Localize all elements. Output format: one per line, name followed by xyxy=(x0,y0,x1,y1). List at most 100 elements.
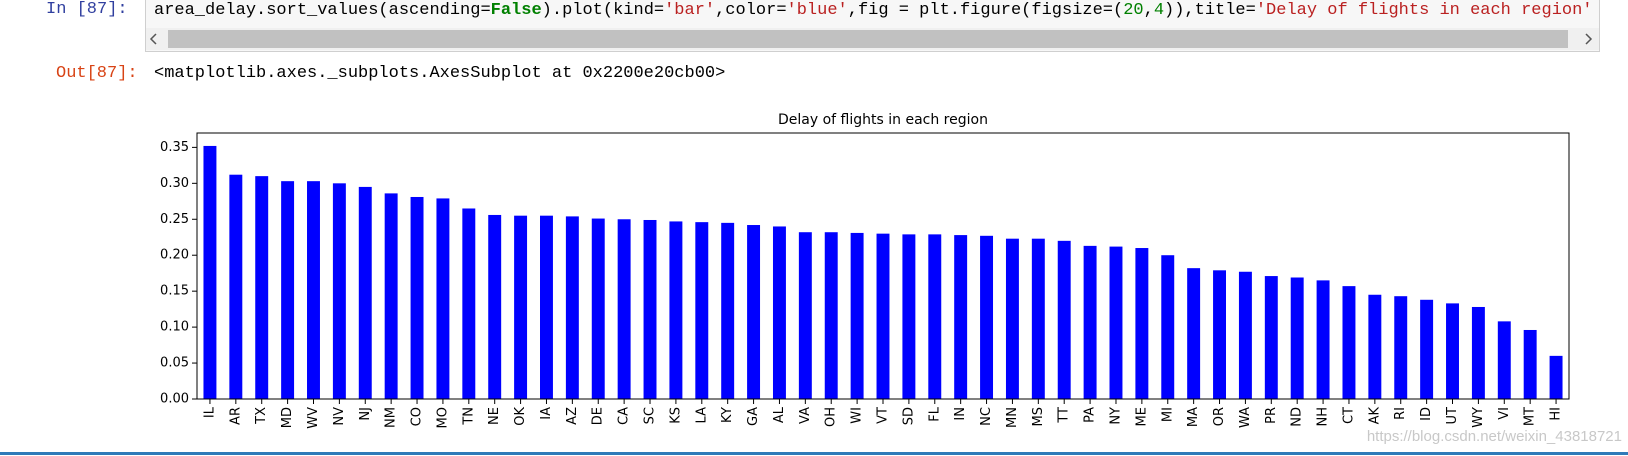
y-tick-label: 0.30 xyxy=(160,176,189,191)
x-tick-label: VT xyxy=(876,407,891,424)
code-token: False xyxy=(490,1,542,20)
bar xyxy=(928,234,942,399)
bar xyxy=(540,215,553,399)
x-tick-label: VA xyxy=(798,407,813,424)
bar xyxy=(643,219,657,399)
bar xyxy=(1031,238,1045,399)
y-tick-label: 0.35 xyxy=(160,140,189,155)
bar xyxy=(1446,303,1459,399)
x-tick-label: CT xyxy=(1341,407,1356,424)
bar xyxy=(203,145,217,399)
bar xyxy=(1135,248,1149,399)
code-line: area_delay.sort_values(ascending=False).… xyxy=(154,1,1593,20)
bar xyxy=(617,219,631,399)
bar xyxy=(384,193,398,399)
x-tick-label: TN xyxy=(461,407,476,426)
input-prompt: In [87]: xyxy=(46,0,128,19)
x-tick-label: ME xyxy=(1134,407,1149,426)
x-tick-label: MO xyxy=(435,407,450,428)
bar xyxy=(1316,280,1330,399)
code-token: 20 xyxy=(1123,1,1144,20)
bar xyxy=(514,215,528,399)
scroll-arrows xyxy=(149,33,1593,45)
x-tick-label: NY xyxy=(1108,407,1123,425)
code-token: 'bar' xyxy=(664,1,716,20)
bar xyxy=(591,218,605,399)
bar xyxy=(1213,270,1226,399)
code-token: ,fig = plt.figure(figsize=( xyxy=(847,1,1124,20)
x-tick-label: NC xyxy=(979,407,994,426)
y-tick-label: 0.15 xyxy=(160,284,189,299)
bar xyxy=(1161,255,1175,399)
bar xyxy=(1005,238,1019,399)
x-tick-label: NH xyxy=(1316,407,1331,427)
bar xyxy=(721,222,735,399)
bar xyxy=(902,234,916,399)
bar xyxy=(1523,329,1537,399)
bar xyxy=(1057,240,1071,399)
bar xyxy=(695,222,709,399)
x-tick-label: HI xyxy=(1549,407,1564,421)
x-tick-label: AZ xyxy=(565,407,580,425)
y-tick-label: 0.05 xyxy=(160,356,189,371)
x-tick-label: VI xyxy=(1497,407,1512,420)
bar xyxy=(1471,306,1485,399)
scroll-left-arrow[interactable] xyxy=(149,33,157,45)
bar xyxy=(307,181,320,399)
bar xyxy=(1368,294,1382,399)
bar xyxy=(1083,245,1097,399)
bar xyxy=(1264,276,1278,399)
code-cell[interactable]: area_delay.sort_values(ascending=False).… xyxy=(145,0,1600,52)
x-tick-label: UT xyxy=(1445,407,1460,425)
x-tick-label: AR xyxy=(228,407,243,425)
x-tick-label: IN xyxy=(953,407,968,421)
x-tick-label: OH xyxy=(824,407,839,427)
x-tick-label: KY xyxy=(720,407,735,423)
x-tick-label: WI xyxy=(850,407,865,424)
x-tick-label: WV xyxy=(306,407,321,429)
bar xyxy=(1420,299,1434,399)
x-tick-label: CA xyxy=(617,407,632,425)
x-tick-label: MD xyxy=(280,407,295,428)
x-tick-label: TT xyxy=(1057,407,1072,424)
plot-frame xyxy=(196,132,1570,400)
bar xyxy=(954,235,968,399)
bar xyxy=(747,225,761,399)
output-text: <matplotlib.axes._subplots.AxesSubplot a… xyxy=(154,64,726,83)
x-tick-label: MS xyxy=(1031,407,1046,426)
y-tick-label: 0.00 xyxy=(160,392,189,407)
x-tick-label: LA xyxy=(694,407,709,424)
x-tick-label: GA xyxy=(746,407,761,426)
x-tick-label: KS xyxy=(668,407,683,424)
x-tick-label: WY xyxy=(1471,407,1486,428)
bar xyxy=(1394,296,1408,399)
x-tick-label: AL xyxy=(772,406,787,423)
bar xyxy=(876,233,890,399)
x-tick-label: IL xyxy=(202,406,217,418)
code-token: area_delay.sort_values(ascending= xyxy=(154,1,491,20)
watermark: https://blog.csdn.net/weixin_43818721 xyxy=(1366,428,1622,445)
x-tick-label: AK xyxy=(1367,407,1382,425)
cell-border xyxy=(0,452,1628,455)
x-tick-label: PA xyxy=(1083,407,1098,423)
x-tick-label: PR xyxy=(1264,407,1279,424)
scroll-thumb[interactable] xyxy=(168,30,1568,48)
bar xyxy=(436,198,450,399)
scroll-right-arrow[interactable] xyxy=(1585,33,1593,45)
bar xyxy=(565,216,579,399)
horizontal-scrollbar[interactable] xyxy=(146,28,1599,50)
bar xyxy=(669,221,683,399)
bar xyxy=(850,232,864,399)
bar xyxy=(462,208,476,399)
x-tick-label: NE xyxy=(487,407,502,425)
bar xyxy=(1238,271,1252,399)
bar xyxy=(488,214,502,399)
code-token: ,color= xyxy=(715,1,787,20)
x-tick-label: OK xyxy=(513,407,528,426)
x-tick-label: RI xyxy=(1393,407,1408,420)
chart-title: Delay of flights in each region xyxy=(778,112,988,128)
x-tick-label: WA xyxy=(1238,407,1253,428)
y-tick-label: 0.25 xyxy=(160,212,189,227)
x-tick-label: SD xyxy=(901,407,916,425)
